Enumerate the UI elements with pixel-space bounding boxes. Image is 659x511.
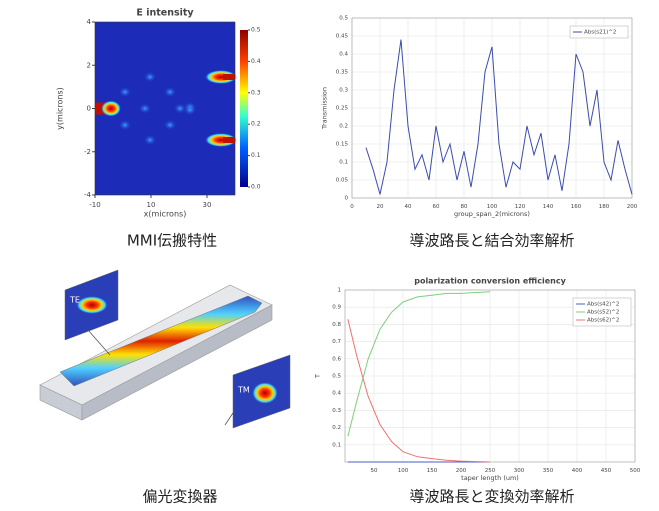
legend-label: Abs(s62)^2	[587, 318, 619, 324]
chart-title: E intensity	[136, 8, 194, 19]
x-tick-label: 500	[630, 468, 641, 474]
x-tick-label: 50	[371, 468, 378, 474]
x-tick-label: 0	[350, 204, 354, 210]
x-tick-label: 140	[543, 204, 554, 210]
field-blob	[139, 104, 151, 114]
caption: 偏光変換器	[142, 488, 217, 506]
colorbar-label: 0.1	[251, 152, 261, 159]
y-tick-label: -4	[84, 191, 92, 199]
colorbar-label: 0.2	[251, 121, 261, 128]
x-tick-label: 150	[427, 468, 438, 474]
y-tick-label: 0.2	[332, 425, 341, 431]
field-blob	[144, 135, 156, 145]
output-guide	[223, 137, 235, 143]
colorbar-label: 0.4	[251, 58, 261, 65]
figure: TE TM MMI伝搬特性 導波路長と結合効率解析 偏光変換器 導波路長と変換効…	[0, 0, 659, 511]
series-line	[366, 40, 632, 195]
y-tick-label: 0.15	[336, 142, 349, 148]
colorbar-label: 0.5	[251, 27, 261, 34]
chart-title: polarization conversion efficiency	[414, 277, 566, 286]
x-tick-label: 40	[405, 204, 412, 210]
colorbar-label: 0.0	[251, 184, 261, 191]
x-axis-label: group_span_2(microns)	[454, 210, 530, 218]
field-blob	[184, 105, 196, 115]
y-tick-label: 0.2	[339, 124, 348, 130]
legend-label: Abs(s52)^2	[587, 310, 619, 316]
legend-label: Abs(s42)^2	[587, 302, 619, 308]
y-axis-label: Transmission	[321, 87, 329, 130]
y-axis-label: T	[314, 374, 322, 379]
x-tick-label: 100	[398, 468, 409, 474]
y-tick-label: 1	[338, 288, 342, 294]
field-blob	[144, 72, 156, 82]
colorbar-label: 0.3	[251, 89, 261, 96]
series-line	[348, 292, 490, 437]
x-tick-label: 160	[571, 204, 582, 210]
y-tick-label: 4	[87, 18, 92, 26]
y-tick-label: 0.6	[332, 356, 341, 362]
input-mode	[101, 101, 121, 117]
y-tick-label: 0.7	[332, 339, 341, 345]
caption: MMI伝搬特性	[127, 232, 217, 250]
mode-label: TE	[69, 296, 80, 305]
legend-label: Abs(s21)^2	[584, 30, 616, 36]
x-tick-label: 20	[377, 204, 384, 210]
mode-label: TM	[237, 386, 250, 395]
y-tick-label: 0.45	[336, 34, 349, 40]
y-tick-label: 0.1	[339, 160, 348, 166]
x-tick-label: 450	[601, 468, 612, 474]
colorbar	[240, 30, 248, 187]
y-tick-label: 0.9	[332, 305, 341, 311]
y-tick-label: 0.4	[332, 391, 341, 397]
field-blob	[119, 87, 131, 97]
y-tick-label: 0	[87, 105, 91, 113]
y-tick-label: 0.5	[332, 374, 341, 380]
y-tick-label: 0.3	[339, 88, 348, 94]
x-tick-label: 200	[627, 204, 638, 210]
field-blob	[164, 87, 176, 97]
output-guide	[223, 74, 235, 80]
x-tick-label: 350	[543, 468, 554, 474]
y-tick-label: 0.05	[336, 178, 349, 184]
field-blob	[119, 120, 131, 130]
x-axis-label: x(microns)	[144, 210, 187, 219]
y-tick-label: -2	[84, 148, 91, 156]
device-illustration: TE TM	[40, 270, 290, 428]
caption: 導波路長と結合効率解析	[409, 232, 574, 250]
y-tick-label: 0.25	[336, 106, 349, 112]
y-tick-label: 2	[87, 61, 91, 69]
y-tick-label: 0.8	[332, 322, 341, 328]
x-tick-label: 30	[203, 201, 212, 209]
x-tick-label: 400	[572, 468, 583, 474]
y-tick-label: 0.35	[336, 70, 349, 76]
x-tick-label: -10	[89, 201, 100, 209]
caption: 導波路長と変換効率解析	[409, 488, 574, 506]
y-tick-label: 0.4	[339, 52, 348, 58]
x-axis-label: taper length (um)	[461, 474, 519, 482]
series-line	[348, 319, 490, 462]
field-blob	[174, 104, 186, 114]
y-axis-label: y(microns)	[56, 87, 65, 130]
y-tick-label: 0.5	[339, 16, 348, 22]
field-blob	[164, 120, 176, 130]
x-tick-label: 60	[433, 204, 440, 210]
x-tick-label: 10	[147, 201, 156, 209]
y-tick-label: 0.1	[332, 442, 341, 448]
x-tick-label: 180	[599, 204, 610, 210]
y-tick-label: 0	[345, 196, 349, 202]
y-tick-label: 0.3	[332, 408, 341, 414]
